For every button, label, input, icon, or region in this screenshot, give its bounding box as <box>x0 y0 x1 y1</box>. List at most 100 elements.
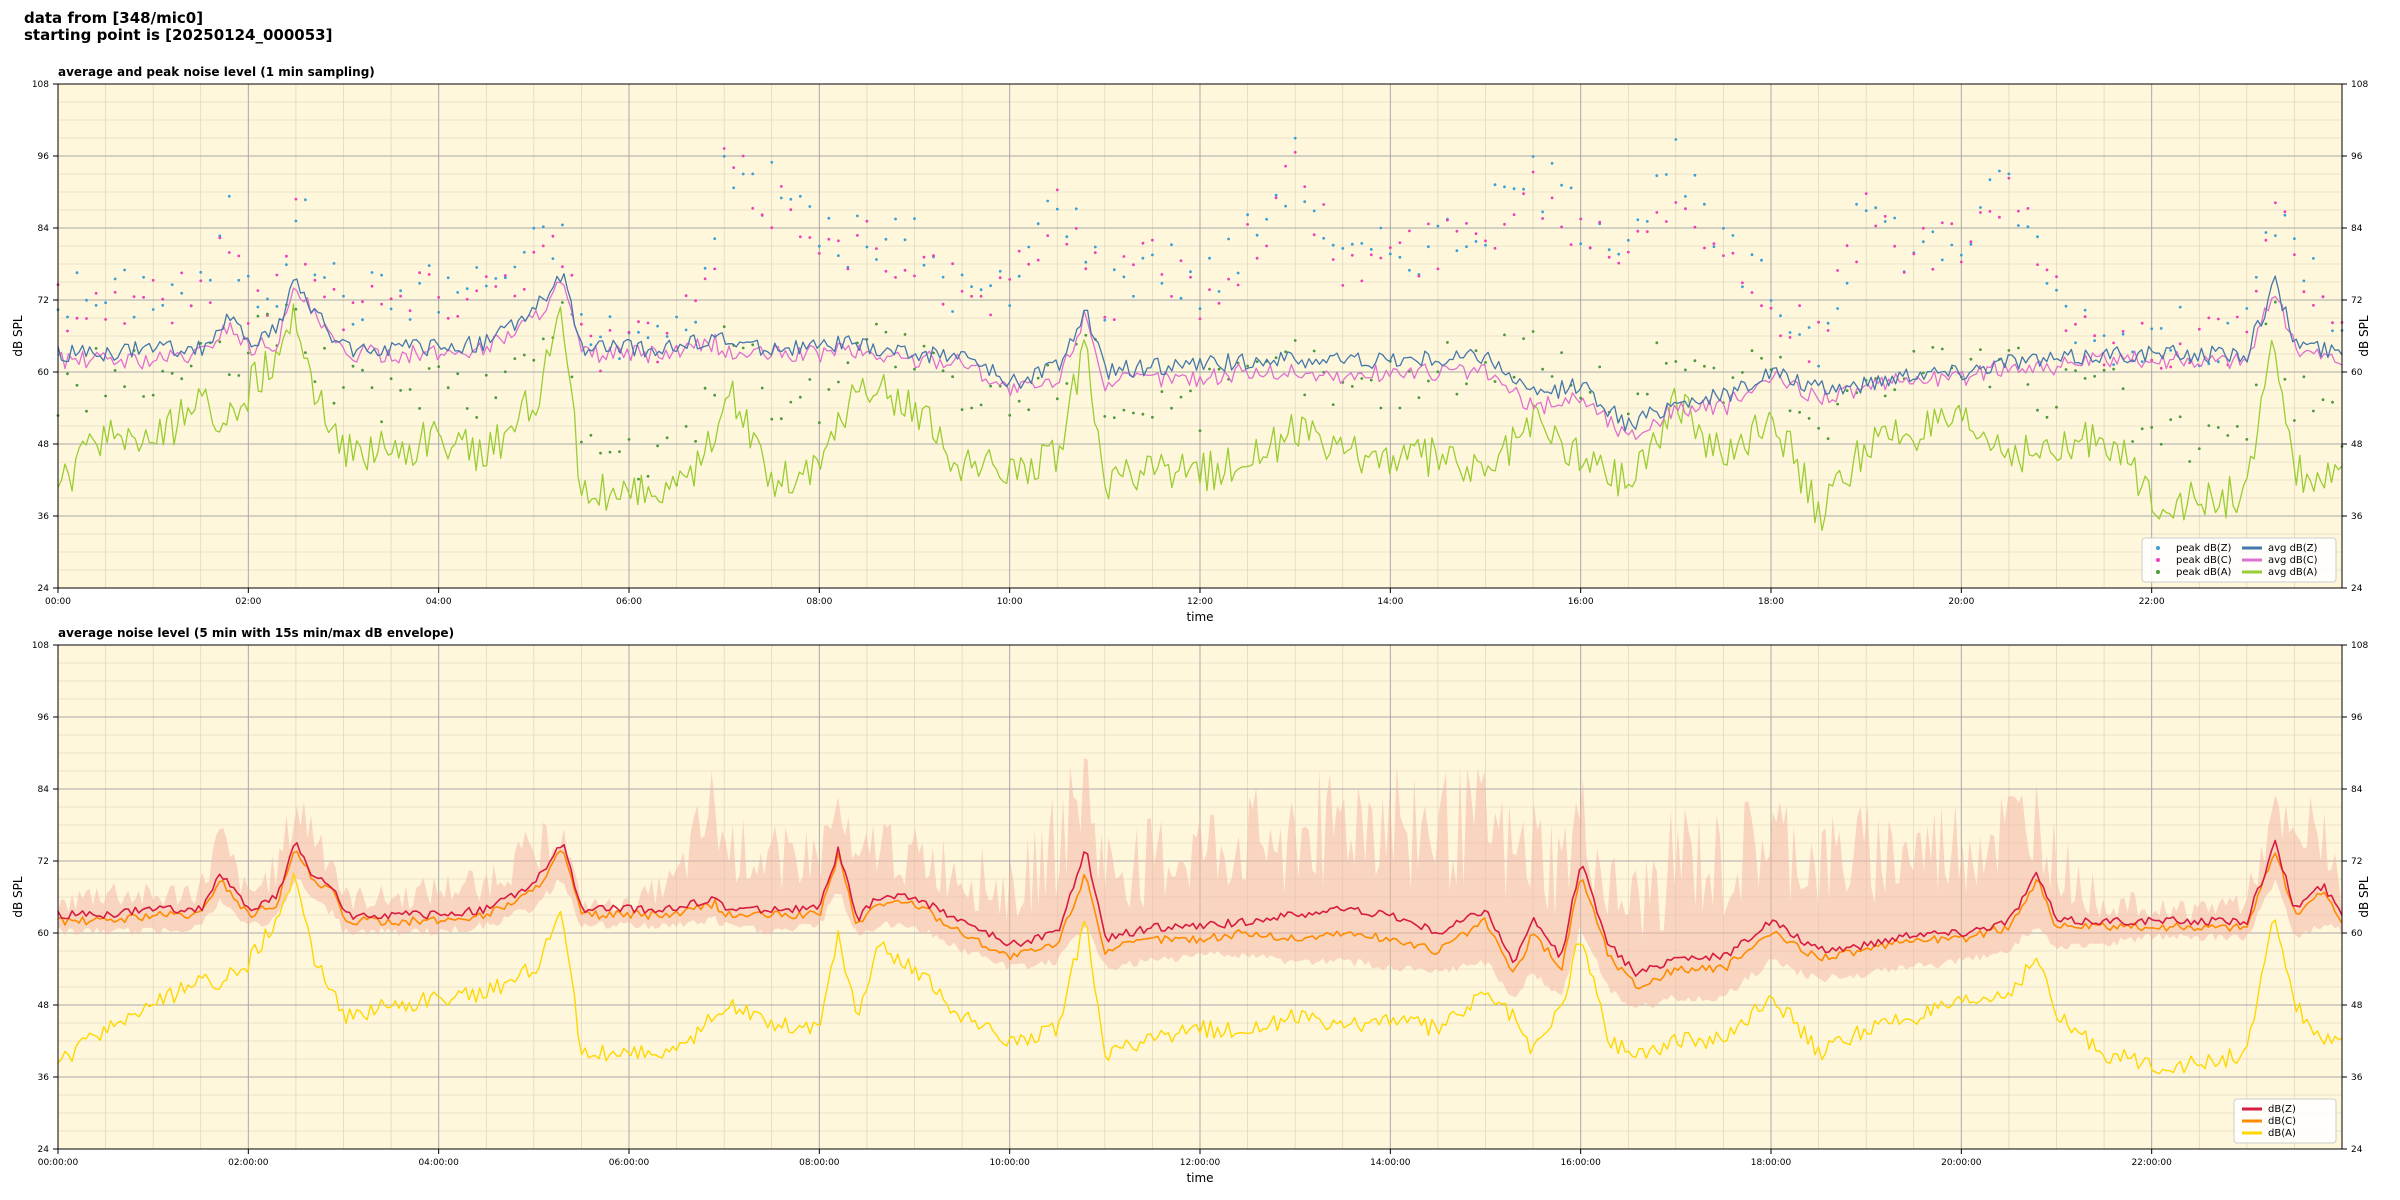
peak-point <box>2254 275 2258 279</box>
peak-point <box>2169 418 2173 421</box>
peak-point <box>1522 187 1525 191</box>
peak-point <box>1493 380 1497 383</box>
legend-label: peak dB(C) <box>2176 555 2232 566</box>
peak-point <box>1893 244 1897 248</box>
peak-point <box>1664 220 1668 223</box>
peak-point <box>1769 299 1773 302</box>
peak-point <box>760 386 764 390</box>
y-tick-label: 48 <box>38 1001 50 1011</box>
y-tick-label: 24 <box>38 584 50 594</box>
x-tick-label: 18:00:00 <box>1751 1158 1792 1168</box>
peak-point <box>998 269 1002 273</box>
peak-point <box>1379 406 1383 410</box>
peak-point <box>456 372 460 376</box>
legend-marker <box>2156 546 2160 550</box>
peak-point <box>1208 367 1211 371</box>
peak-point <box>1388 246 1392 250</box>
peak-point <box>189 304 193 308</box>
peak-point <box>941 369 945 373</box>
peak-point <box>951 310 954 313</box>
x-tick-label: 16:00:00 <box>1560 1158 1601 1168</box>
peak-point <box>1959 253 1963 257</box>
peak-point <box>2007 172 2011 176</box>
envelope-chart: 00:00:00 02:00:00 04:00:00 06:00:00 08:00:00… <box>11 626 2371 1185</box>
peak-point <box>561 265 564 269</box>
peak-point <box>503 276 507 280</box>
peak-point <box>75 383 79 387</box>
peak-point <box>722 154 726 158</box>
peak-point <box>1017 274 1021 278</box>
peak-point <box>684 328 688 332</box>
peak-point <box>285 254 288 258</box>
peak-point <box>1607 255 1611 259</box>
peak-point <box>599 369 602 373</box>
peak-point <box>513 265 517 269</box>
peak-point <box>1998 215 2001 219</box>
peak-point <box>932 351 935 355</box>
peak-point <box>1093 251 1097 255</box>
peak-point <box>2312 303 2315 307</box>
peak-point <box>875 247 878 251</box>
peak-point <box>1398 255 1402 259</box>
y-tick-label-right: 24 <box>2351 584 2363 594</box>
peak-point <box>1236 271 1240 275</box>
legend-label: dB(A) <box>2268 1128 2296 1139</box>
peak-point <box>798 235 802 239</box>
y-tick-label-right: 84 <box>2351 224 2363 234</box>
x-tick-label: 00:00 <box>45 597 71 607</box>
peak-point <box>1055 207 1059 211</box>
peak-point <box>418 407 421 410</box>
peak-point <box>1969 240 1973 244</box>
peak-point <box>1893 388 1897 392</box>
peak-point <box>1369 248 1373 251</box>
peak-point <box>1284 204 1287 208</box>
peak-point <box>142 275 146 279</box>
peak-point <box>1017 249 1021 253</box>
peak-point <box>903 268 907 272</box>
y-tick-label: 108 <box>32 80 49 90</box>
peak-point <box>465 287 469 290</box>
peak-point <box>161 303 165 307</box>
plot-frame <box>57 644 2343 1150</box>
peak-point <box>427 273 431 276</box>
peak-point <box>2074 322 2077 326</box>
peak-point <box>189 364 193 368</box>
peak-point <box>2178 342 2182 346</box>
peak-point <box>2036 408 2039 412</box>
peak-point <box>1645 230 1649 234</box>
x-tick-label: 12:00 <box>1187 597 1213 607</box>
peak-point <box>989 284 992 288</box>
y-axis-label: dB SPL <box>11 876 25 918</box>
peak-point <box>665 436 669 440</box>
peak-point <box>703 277 707 281</box>
peak-point <box>1817 364 1820 368</box>
peak-point <box>1046 199 1050 203</box>
peak-point <box>913 367 916 371</box>
peak-point <box>323 295 326 299</box>
peak-point <box>237 278 241 282</box>
peak-point <box>1931 267 1935 271</box>
peak-point <box>399 289 402 293</box>
peak-point <box>1560 225 1563 229</box>
x-axis-label: time <box>1186 1171 1213 1185</box>
peak-point <box>941 275 945 279</box>
legend-box <box>2141 537 2337 583</box>
peak-point <box>1664 361 1668 365</box>
peak-point <box>1465 222 1468 225</box>
peak-point <box>1750 349 1754 353</box>
peak-point <box>637 330 640 334</box>
peak-point <box>1883 220 1887 223</box>
peak-point <box>1836 307 1839 310</box>
peak-point <box>1912 252 1916 256</box>
peak-point <box>2197 327 2201 331</box>
peak-point <box>2293 419 2296 422</box>
peak-point <box>1874 206 1878 210</box>
peak-point <box>2102 363 2106 367</box>
peak-point <box>837 239 840 243</box>
peak-point <box>1864 192 1868 196</box>
peak-point <box>1798 410 1801 414</box>
peak-point <box>970 294 973 298</box>
peak-point <box>513 357 517 360</box>
peak-point <box>1436 224 1440 228</box>
peak-point <box>361 318 364 322</box>
